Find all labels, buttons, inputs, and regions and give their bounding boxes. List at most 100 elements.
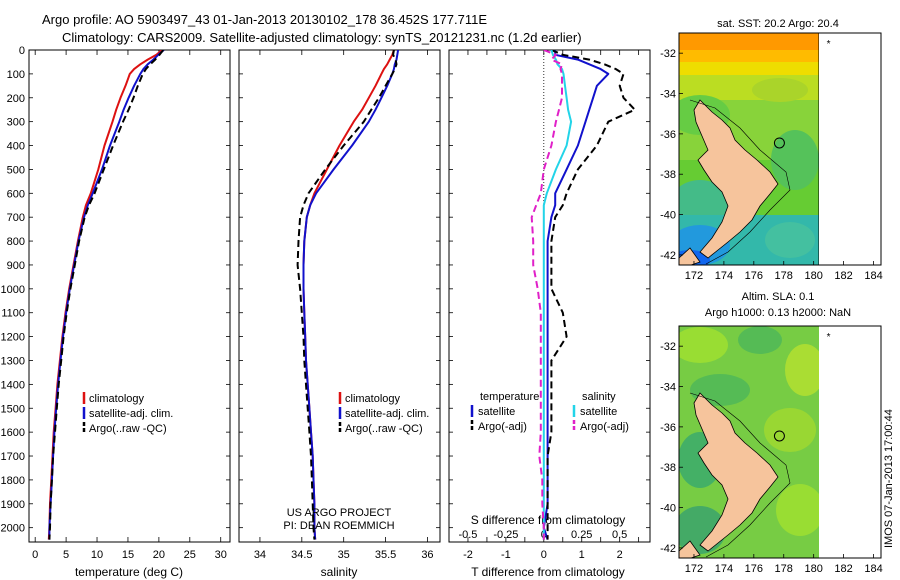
lon-tick-label: 184	[864, 270, 882, 282]
x-tick-label: 34	[254, 549, 266, 561]
temperature-legend: climatology satellite-adj. clim. Argo(..…	[82, 392, 173, 435]
series-line-argo-raw-qc-	[48, 50, 164, 540]
lon-tick-label: 176	[745, 563, 763, 575]
depth-tick-label: 1600	[1, 427, 25, 439]
depth-tick-label: 2000	[1, 523, 25, 535]
x-tick-label: 34.5	[291, 549, 312, 561]
isobath-contour	[689, 392, 791, 558]
legend-header-temperature: temperature	[480, 391, 539, 403]
lat-tick-label: -32	[660, 341, 676, 353]
lat-tick-label: -36	[660, 129, 676, 141]
lon-tick-label: 174	[715, 270, 733, 282]
lat-tick-label: -34	[660, 382, 676, 394]
series-line-satellite-adj-clim-	[302, 50, 400, 540]
depth-tick-label: 0	[19, 45, 25, 57]
difference-series	[530, 50, 636, 540]
sla-map-ticks: 172 174 176 178 180 182 184 -32 -34 -36 -38 -40 -42	[660, 341, 883, 575]
legend-header-salinity: salinity	[582, 391, 616, 403]
sla-map-empty	[819, 326, 881, 558]
salinity-xticks: 34 34.5 35 35.5 36	[254, 50, 434, 561]
salinity-series	[296, 50, 400, 540]
north-island-land	[693, 392, 779, 552]
header-line2: Climatology: CARS2009. Satellite-adjuste…	[62, 30, 582, 45]
s-difference-xticks: -0.5 -0.25 0 0.25 0.5	[458, 529, 627, 541]
x-tick-label: 25	[184, 549, 196, 561]
argo-float-marker	[773, 430, 785, 442]
legend-label: Argo(-adj)	[478, 421, 527, 433]
s-tick-label: 0.25	[571, 529, 592, 541]
lon-tick-label: 180	[804, 270, 822, 282]
temperature-series	[47, 50, 165, 540]
depth-tick-label: 600	[7, 188, 25, 200]
series-line-salinity-argo-adj-	[530, 50, 563, 540]
lon-tick-label: 172	[685, 270, 703, 282]
legend-label: Argo(-adj)	[580, 421, 629, 433]
depth-ticks	[29, 49, 650, 529]
salinity-axes	[238, 49, 441, 543]
argo-float-marker	[773, 137, 785, 149]
x-tick-label: 1	[579, 549, 585, 561]
x-tick-label: 0	[541, 549, 547, 561]
x-tick-label: 10	[91, 549, 103, 561]
lon-tick-label: 182	[834, 563, 852, 575]
legend-label: satellite-adj. clim.	[89, 408, 173, 420]
salinity-xlabel: salinity	[321, 565, 358, 579]
legend-label: Argo(..raw -QC)	[89, 423, 167, 435]
imos-timestamp: IMOS 07-Jan-2013 17:00:44	[883, 409, 895, 548]
sla-patch	[785, 344, 819, 396]
lon-tick-label: 174	[715, 563, 733, 575]
depth-tick-label: 100	[7, 69, 25, 81]
sla-patch	[776, 484, 819, 536]
depth-tick-label: 400	[7, 141, 25, 153]
lat-tick-label: -34	[660, 89, 676, 101]
x-tick-label: 30	[215, 549, 227, 561]
isobath-contour	[689, 99, 791, 265]
lat-tick-label: -38	[660, 169, 676, 181]
project-label: US ARGO PROJECT	[287, 507, 392, 519]
lon-tick-label: 176	[745, 270, 763, 282]
series-line-climatology	[302, 50, 395, 540]
temperature-axes	[28, 49, 231, 543]
series-line-satellite-adj-clim-	[48, 50, 165, 540]
depth-tick-label: 1300	[1, 355, 25, 367]
series-line-temperature-argo-adj-	[546, 50, 636, 540]
reference-star-marker: *	[827, 332, 831, 343]
difference-xlabel: T difference from climatology	[471, 565, 625, 579]
legend-label: Argo(..raw -QC)	[345, 423, 423, 435]
lon-tick-label: 182	[834, 270, 852, 282]
depth-tick-label: 1200	[1, 332, 25, 344]
depth-tick-label: 1000	[1, 284, 25, 296]
x-tick-label: 5	[63, 549, 69, 561]
lat-tick-label: -32	[660, 48, 676, 60]
legend-label: satellite-adj. clim.	[345, 408, 429, 420]
s-tick-label: -0.25	[493, 529, 518, 541]
lon-tick-label: 172	[685, 563, 703, 575]
lon-tick-label: 184	[864, 563, 882, 575]
s-tick-label: -0.5	[458, 529, 477, 541]
temperature-xticks: 0 5 10 15 20 25 30	[32, 50, 227, 561]
sla-map: 172 174 176 178 180 182 184-32-34-36-38-40-42 …	[660, 325, 883, 575]
sst-warm-band	[679, 33, 819, 55]
sla-map-title-1: Altim. SLA: 0.1	[742, 291, 815, 303]
depth-tick-label: 300	[7, 117, 25, 129]
north-island-land	[693, 99, 779, 259]
sst-patch	[771, 130, 819, 190]
difference-legend: temperature salinity satellite Argo(-adj…	[470, 391, 629, 433]
lat-tick-label: -40	[660, 210, 676, 222]
series-line-salinity-satellite	[542, 50, 573, 540]
sst-map: 172 174 176 178 180 182 184-32-34-36-38-40-42 …	[660, 32, 883, 282]
depth-tick-label: 1800	[1, 475, 25, 487]
sst-patch	[765, 222, 815, 258]
depth-tick-label: 900	[7, 260, 25, 272]
sst-patch	[752, 78, 808, 102]
depth-tick-label: 200	[7, 93, 25, 105]
lat-tick-label: -40	[660, 503, 676, 515]
depth-tick-label: 1100	[1, 308, 25, 320]
sst-band	[679, 62, 819, 78]
sla-patch	[679, 327, 728, 363]
lon-tick-label: 178	[775, 270, 793, 282]
difference-xticks: -2 -1 0 1 2	[463, 50, 640, 561]
x-tick-label: -2	[463, 549, 473, 561]
x-tick-label: 15	[122, 549, 134, 561]
